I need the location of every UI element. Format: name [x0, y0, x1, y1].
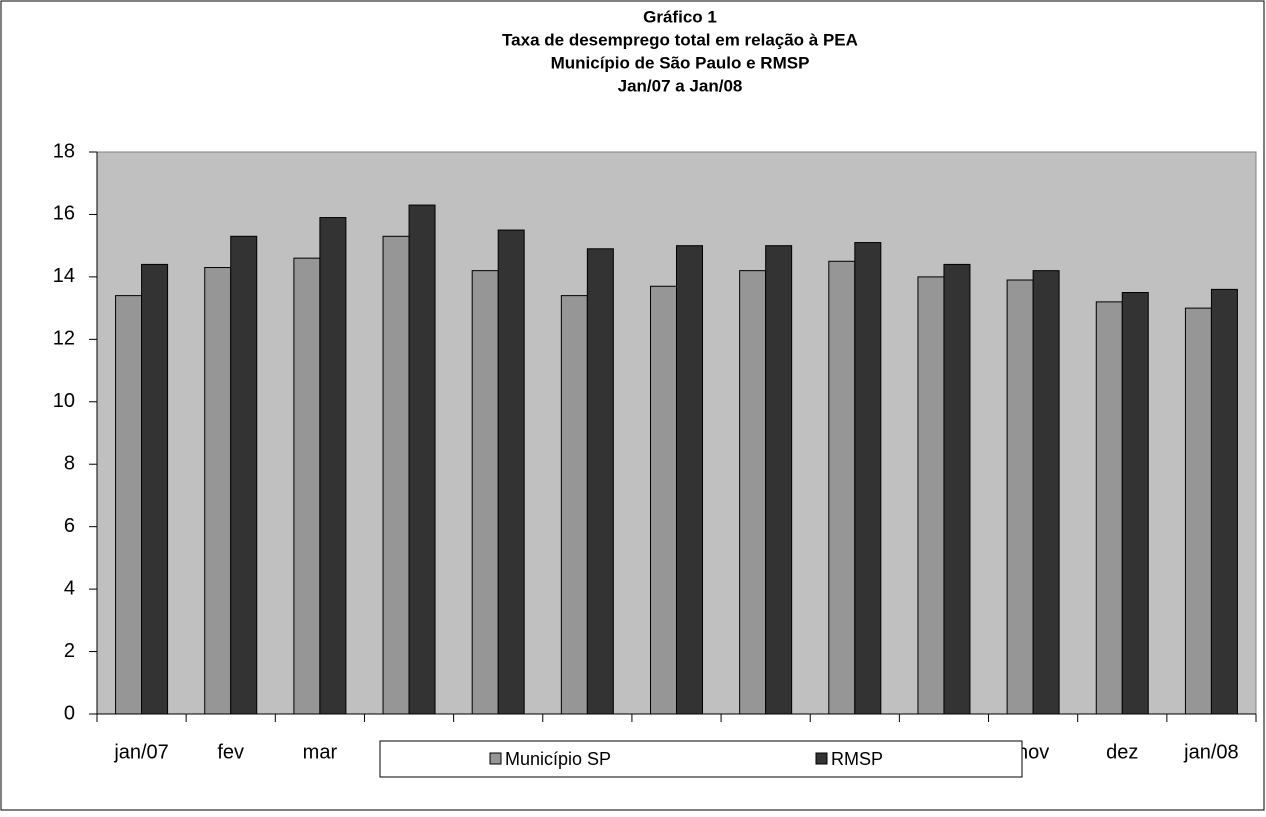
bar: [115, 295, 143, 715]
bar: [1006, 279, 1034, 715]
bar: [560, 295, 588, 715]
chart-title: Taxa de desemprego total em relação à PE…: [502, 30, 858, 49]
y-tick-label: 2: [64, 640, 75, 662]
y-tick-label: 18: [53, 140, 75, 162]
y-tick-label: 4: [64, 577, 75, 599]
y-tick-label: 8: [64, 453, 75, 475]
bar: [293, 257, 321, 715]
bar: [1121, 292, 1149, 715]
bar: [1184, 307, 1212, 715]
y-tick-label: 6: [64, 515, 75, 537]
legend-label: Município SP: [505, 749, 611, 769]
bar: [319, 217, 347, 715]
bar: [917, 276, 945, 715]
bar: [765, 245, 793, 715]
bar: [204, 267, 232, 715]
bar: [497, 229, 525, 715]
bar: [382, 235, 410, 715]
bar: [676, 245, 703, 715]
bar: [230, 235, 258, 715]
bar: [1032, 270, 1060, 715]
bar: [828, 260, 856, 715]
bar: [586, 248, 614, 715]
chart-title: Município de São Paulo e RMSP: [551, 53, 810, 72]
x-tick-label: fev: [217, 741, 244, 763]
legend-swatch: [815, 752, 828, 765]
bar: [1095, 301, 1123, 715]
x-tick-label: jan/07: [113, 741, 169, 763]
legend-box: [379, 740, 1023, 778]
bar: [471, 270, 499, 715]
legend-swatch: [489, 752, 502, 765]
x-tick-label: mar: [303, 741, 338, 763]
bar: [854, 242, 882, 715]
x-tick-label: nov: [1017, 741, 1049, 763]
y-tick-label: 14: [53, 265, 75, 287]
bar: [141, 263, 169, 715]
bar: [408, 204, 436, 715]
legend-label: RMSP: [831, 749, 883, 769]
x-tick-label: jan/08: [1183, 741, 1239, 763]
chart-title: Gráfico 1: [643, 7, 717, 26]
bar: [650, 285, 677, 715]
y-tick-label: 16: [53, 203, 75, 225]
bar: [943, 263, 971, 715]
bar: [1210, 288, 1238, 715]
y-tick-label: 0: [64, 702, 75, 724]
y-tick-label: 10: [53, 390, 75, 412]
chart-title: Jan/07 a Jan/08: [618, 76, 743, 95]
x-tick-label: dez: [1106, 741, 1138, 763]
y-tick-label: 12: [53, 328, 75, 350]
bar: [739, 270, 767, 715]
